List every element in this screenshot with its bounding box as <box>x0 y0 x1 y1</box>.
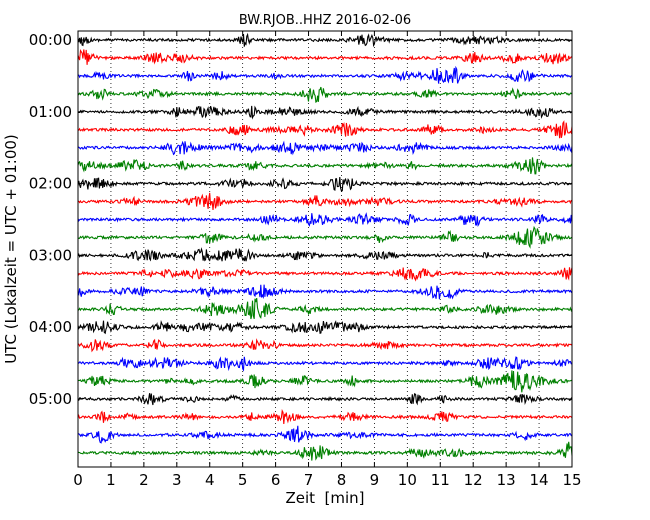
trace-row-13 <box>77 267 573 282</box>
trace-row-3 <box>77 86 573 103</box>
trace-row-2 <box>77 65 573 84</box>
trace-row-15 <box>77 297 573 320</box>
y-axis-label: UTC (Lokalzeit = UTC + 01:00) <box>2 134 20 364</box>
x-tick-label: 1 <box>106 471 116 489</box>
trace-row-18 <box>77 356 573 372</box>
trace-row-21 <box>77 408 573 424</box>
trace-row-16 <box>77 319 573 335</box>
trace-row-5 <box>77 120 573 139</box>
trace-row-14 <box>77 284 573 300</box>
x-tick-label: 10 <box>398 471 417 489</box>
trace-row-9 <box>77 192 573 210</box>
trace-row-0 <box>77 32 573 48</box>
x-tick-label: 12 <box>464 471 483 489</box>
trace-row-4 <box>77 105 573 120</box>
x-tick-label: 8 <box>337 471 347 489</box>
y-tick-label: 03:00 <box>29 246 72 264</box>
x-tick-label: 15 <box>562 471 581 489</box>
x-tick-label: 11 <box>431 471 450 489</box>
x-tick-label: 13 <box>497 471 516 489</box>
trace-row-6 <box>77 140 573 156</box>
trace-row-12 <box>77 247 573 262</box>
y-tick-label: 00:00 <box>29 31 72 49</box>
x-tick-label: 9 <box>370 471 380 489</box>
x-axis-label: Zeit [min] <box>285 489 364 507</box>
x-tick-label: 14 <box>530 471 549 489</box>
x-tick-label: 3 <box>172 471 182 489</box>
x-tick-label: 2 <box>139 471 149 489</box>
y-tick-label: 02:00 <box>29 175 72 193</box>
grid-lines <box>110 31 540 467</box>
chart-title: BW.RJOB..HHZ 2016-02-06 <box>239 13 411 28</box>
x-tick-label: 5 <box>238 471 248 489</box>
trace-row-22 <box>77 425 573 444</box>
trace-row-7 <box>77 157 573 175</box>
x-tick-label: 4 <box>205 471 215 489</box>
trace-row-10 <box>77 212 573 227</box>
axis-ticks <box>77 31 573 467</box>
trace-row-1 <box>77 49 573 65</box>
x-tick-label: 6 <box>271 471 281 489</box>
trace-row-17 <box>77 338 573 353</box>
trace-row-8 <box>77 176 573 193</box>
trace-row-19 <box>77 370 573 393</box>
y-tick-label: 04:00 <box>29 318 72 336</box>
seismogram-traces <box>77 32 573 461</box>
y-tick-label: 05:00 <box>29 390 72 408</box>
trace-row-20 <box>77 392 573 406</box>
y-tick-labels: 00:00 01:00 02:00 03:00 04:00 05:00 <box>29 31 72 408</box>
x-tick-label: 7 <box>304 471 314 489</box>
plot-frame <box>77 30 573 468</box>
trace-row-11 <box>77 225 573 249</box>
x-tick-labels: 0 1 2 3 4 5 6 7 8 9 10 11 12 13 14 15 <box>73 471 581 489</box>
trace-row-23 <box>77 441 573 461</box>
y-tick-label: 01:00 <box>29 103 72 121</box>
x-tick-label: 0 <box>73 471 83 489</box>
